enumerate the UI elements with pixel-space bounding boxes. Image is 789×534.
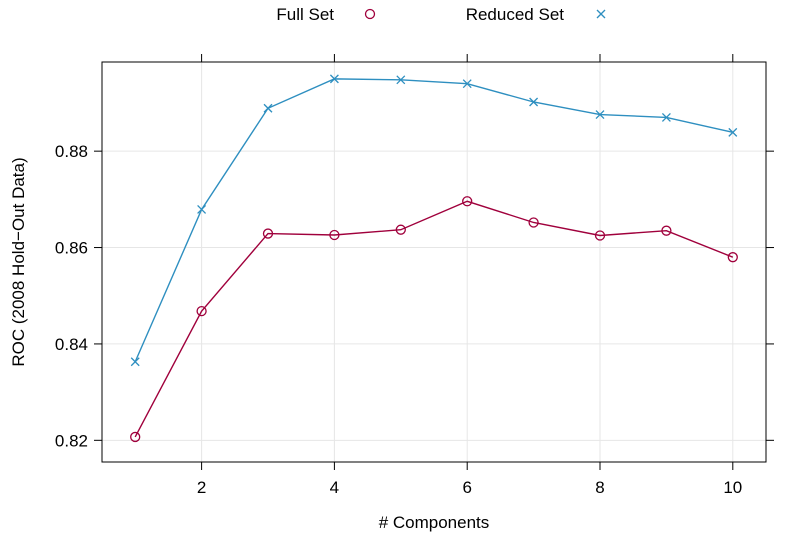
series-full-set	[130, 196, 738, 443]
data-point-reduced-set	[462, 79, 472, 89]
x-axis-title: # Components	[379, 513, 490, 532]
grid	[102, 62, 766, 462]
y-tick-label: 0.86	[55, 239, 88, 258]
data-point-reduced-set	[130, 357, 140, 367]
data-point-reduced-set	[661, 112, 671, 122]
data-point-reduced-set	[595, 110, 605, 119]
data-point-full-set	[329, 229, 340, 241]
data-point-full-set	[262, 228, 274, 239]
data-point-reduced-set	[263, 103, 273, 113]
x-tick-label: 8	[595, 478, 604, 497]
legend-marker-reduced-set	[596, 9, 606, 19]
data-point-reduced-set	[529, 97, 539, 107]
data-point-full-set	[727, 252, 738, 263]
data-point-full-set	[196, 306, 207, 317]
x-tick-label: 6	[462, 478, 471, 497]
axis-ticks: 2 4 6 8 10 0.82 0.84 0.86 0.88	[55, 54, 774, 497]
y-tick-label: 0.84	[55, 335, 88, 354]
data-point-reduced-set	[728, 127, 738, 137]
legend-label-full-set: Full Set	[276, 5, 334, 24]
data-point-full-set	[594, 230, 606, 241]
series-layer	[130, 74, 738, 443]
data-point-full-set	[661, 225, 672, 236]
data-point-full-set	[130, 431, 141, 443]
y-tick-label: 0.88	[55, 142, 88, 161]
data-point-reduced-set	[329, 74, 339, 84]
series-line-reduced-set	[134, 78, 733, 363]
legend-marker-full-set	[364, 8, 376, 20]
x-tick-label: 4	[330, 478, 339, 497]
series-reduced-set	[130, 74, 738, 367]
series-line-full-set	[134, 200, 734, 438]
data-point-reduced-set	[197, 205, 207, 214]
legend-label-reduced-set: Reduced Set	[466, 5, 565, 24]
legend: Full Set Reduced Set	[276, 5, 606, 24]
x-tick-label: 10	[723, 478, 742, 497]
x-tick-label: 2	[197, 478, 206, 497]
y-tick-label: 0.82	[55, 431, 88, 450]
plot-frame	[101, 61, 767, 463]
data-point-full-set	[395, 224, 406, 235]
y-axis-title: ROC (2008 Hold−Out Data)	[9, 157, 28, 366]
data-point-full-set	[528, 217, 539, 228]
data-point-full-set	[462, 196, 473, 207]
data-point-reduced-set	[396, 75, 406, 85]
